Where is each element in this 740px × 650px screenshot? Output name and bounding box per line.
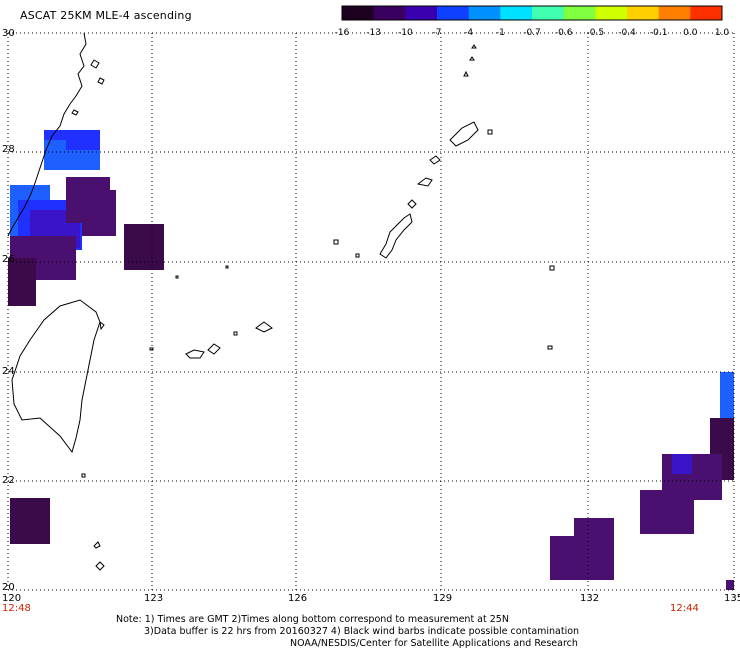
colorbar-swatch <box>437 6 470 20</box>
colorbar-tick-label: -13 <box>366 28 381 38</box>
data-cell <box>44 140 66 170</box>
lon-label: 132 <box>580 593 599 604</box>
amami-island <box>449 121 479 147</box>
colorbar-tick-label: -16 <box>335 28 350 38</box>
note-line: 3)Data buffer is 22 hrs from 20160327 4)… <box>144 626 580 637</box>
colorbar-tick-label: 0.0 <box>683 28 698 38</box>
colorbar-tick-label: 1.0 <box>715 28 730 38</box>
colorbar-swatch <box>690 6 723 20</box>
lon-label: 135 <box>724 593 740 604</box>
lon-label: 120 <box>2 593 21 604</box>
colorbar-tick-label: -10 <box>398 28 413 38</box>
lat-label: 28 <box>2 144 15 155</box>
colorbar-tick-label: -0.4 <box>618 28 636 38</box>
lon-label: 126 <box>288 593 307 604</box>
lat-label: 20 <box>2 582 15 593</box>
time-label: 12:48 <box>2 603 31 614</box>
colorbar-tick-label: -0.6 <box>555 28 573 38</box>
data-cell <box>640 490 694 534</box>
colorbar-swatch <box>373 6 406 20</box>
lat-label: 26 <box>2 254 15 265</box>
china-coastline <box>7 32 87 237</box>
colorbar-swatch <box>500 6 533 20</box>
colorbar-swatch <box>595 6 628 20</box>
note-line: Note: 1) Times are GMT 2)Times along bot… <box>116 614 509 625</box>
data-cell <box>672 454 692 474</box>
lat-label: 30 <box>2 28 15 39</box>
data-cell <box>124 224 164 270</box>
colorbar-swatch <box>532 6 565 20</box>
sakishima-island <box>185 349 205 359</box>
note-line: NOAA/NESDIS/Center for Satellite Applica… <box>290 638 578 649</box>
wind-data-cells <box>8 130 734 590</box>
time-labels: 12:48 12:44 <box>2 603 699 614</box>
lon-labels: 120 123 126 129 132 135 <box>2 593 740 604</box>
colorbar-tick-label: -0.5 <box>587 28 605 38</box>
data-cell <box>726 580 734 590</box>
taiwan-coastline <box>11 299 101 454</box>
colorbar-swatch <box>342 6 375 20</box>
graticule <box>7 32 735 591</box>
lon-label: 123 <box>144 593 163 604</box>
data-cell <box>66 150 100 170</box>
time-label: 12:44 <box>670 603 699 614</box>
lon-label: 129 <box>433 593 452 604</box>
okinawa-island <box>379 213 413 259</box>
colorbar-tick-label: -0.1 <box>650 28 668 38</box>
data-cell <box>720 372 734 418</box>
lat-label: 22 <box>2 475 15 486</box>
colorbar-swatch <box>658 6 691 20</box>
colorbar-swatch <box>405 6 438 20</box>
data-cell <box>10 498 50 544</box>
lat-labels: 30 28 26 24 22 20 <box>2 28 15 593</box>
coastlines <box>7 32 555 571</box>
map-title: ASCAT 25KM MLE-4 ascending <box>20 9 192 22</box>
colorbar-swatch <box>627 6 660 20</box>
data-cell <box>8 258 36 306</box>
lat-label: 24 <box>2 366 15 377</box>
colorbar-swatch <box>563 6 596 20</box>
data-cell <box>82 190 116 236</box>
data-cell <box>550 536 614 580</box>
colorbar-swatch <box>468 6 501 20</box>
